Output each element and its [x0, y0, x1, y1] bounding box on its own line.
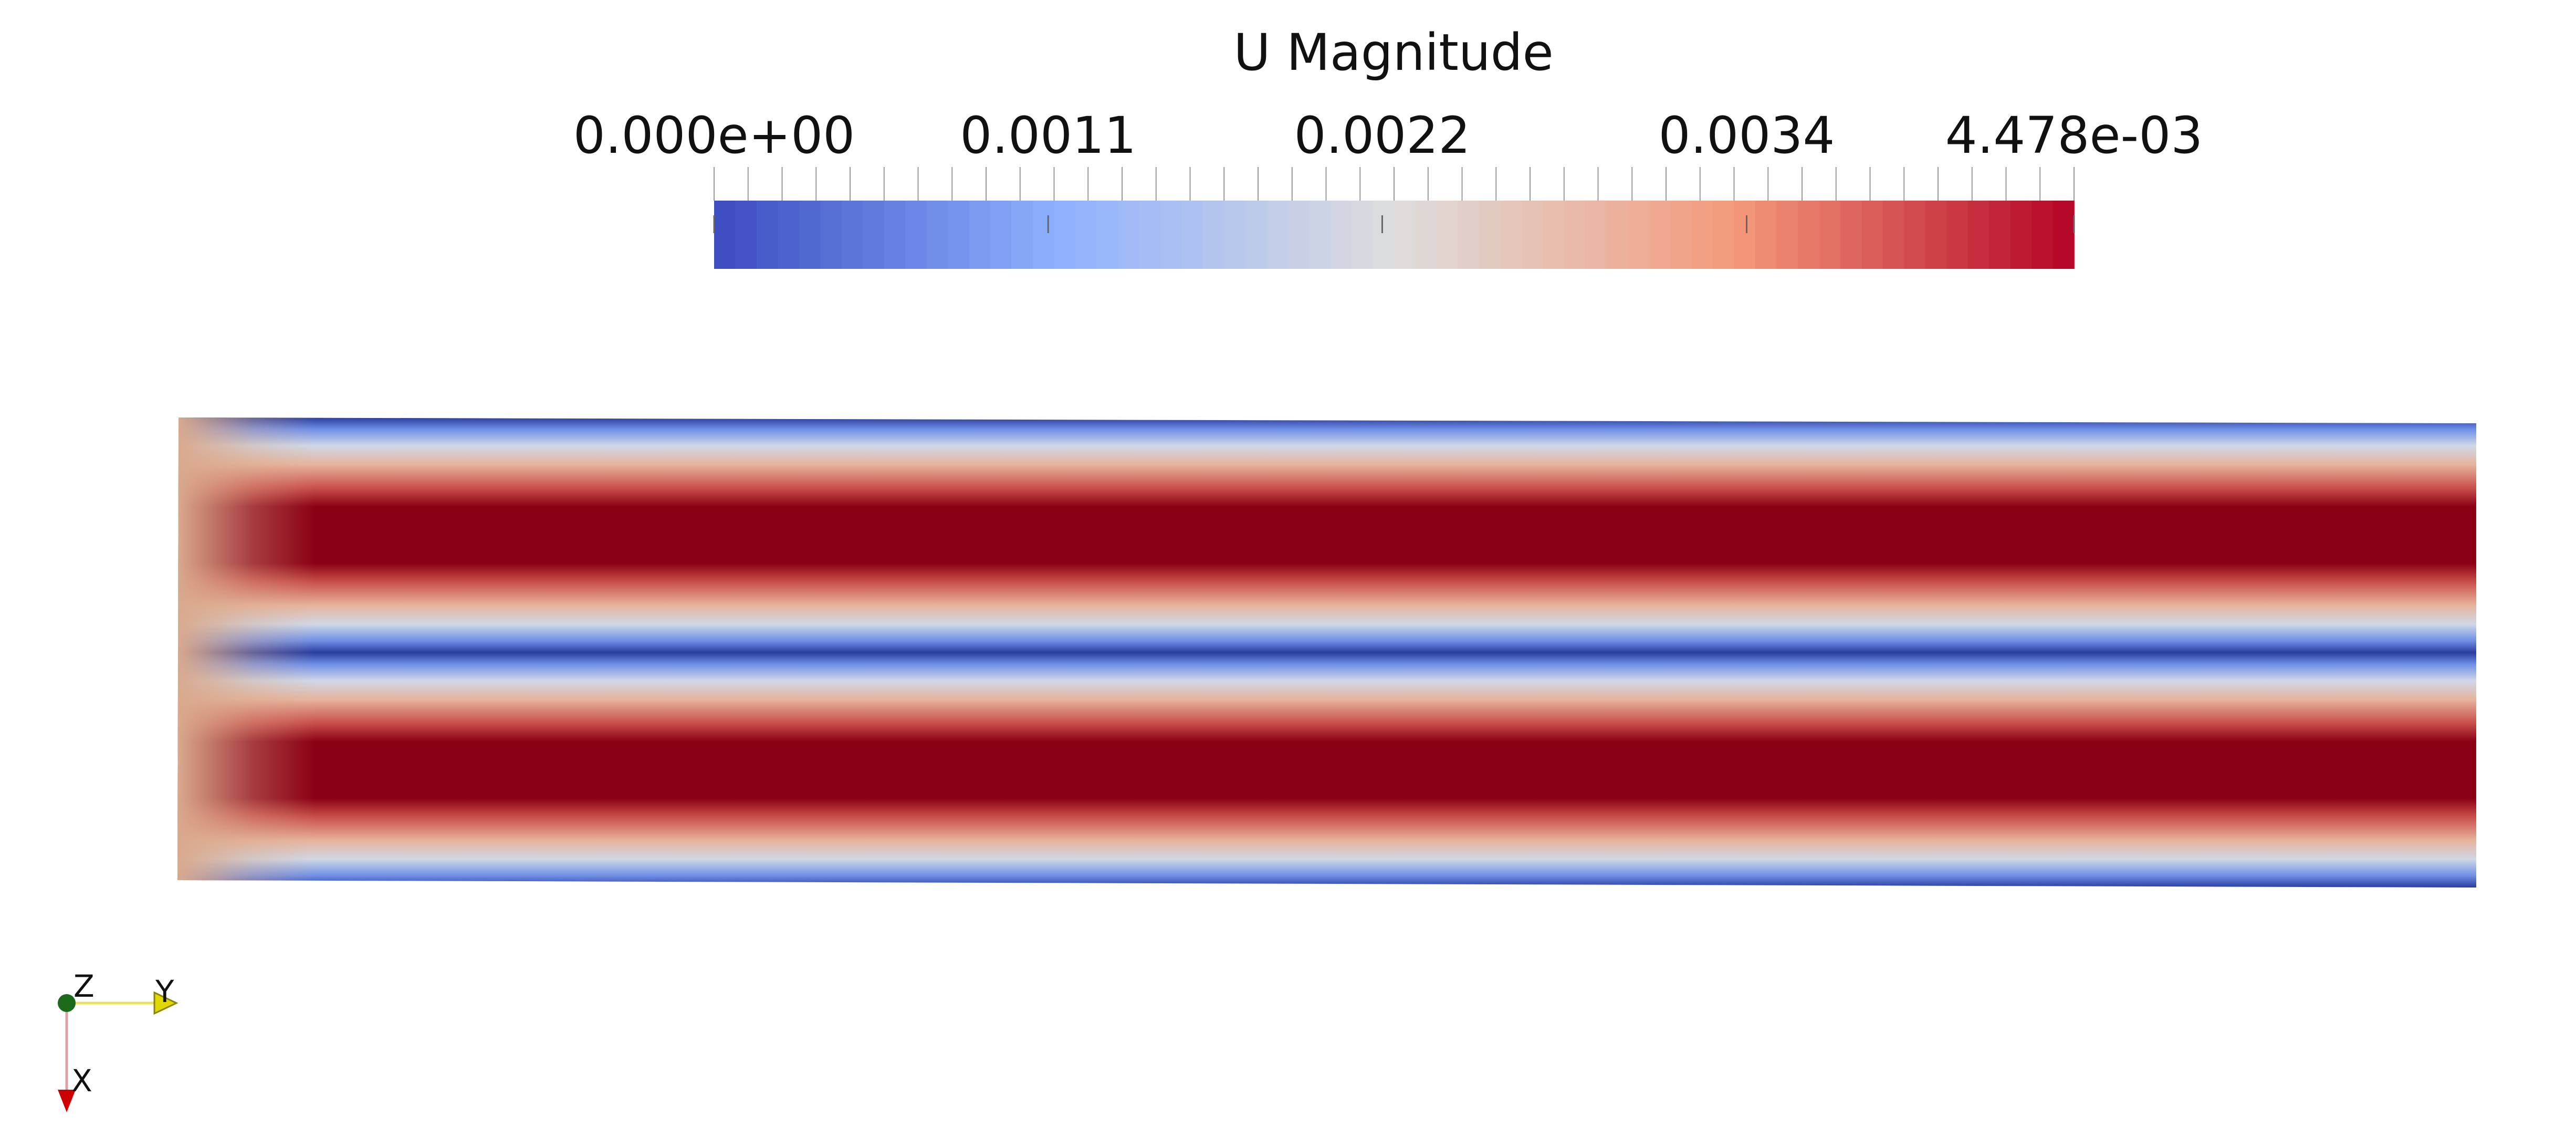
z-axis-label: Z — [74, 968, 95, 1004]
z-axis-marker — [58, 994, 76, 1012]
scalar-bar-band — [1054, 201, 1076, 269]
velocity-contour-surface[interactable] — [177, 417, 2476, 888]
scalar-bar-band — [1330, 201, 1352, 269]
scalar-bar-label-max: 4.478e-03 — [1945, 106, 2203, 165]
scalar-bar-band — [969, 201, 991, 269]
scalar-bar-band — [1181, 201, 1203, 269]
scalar-bar-band — [926, 201, 948, 269]
scalar-bar-band — [1861, 201, 1883, 269]
scalar-bar-band — [1436, 201, 1459, 269]
scalar-bar-band — [1139, 201, 1161, 269]
scalar-bar-band — [1564, 201, 1586, 269]
scalar-bar-band — [1649, 201, 1671, 269]
scalar-bar-band — [2010, 201, 2032, 269]
scalar-bar-band — [905, 201, 927, 269]
scalar-bar-band — [990, 201, 1012, 269]
scalar-bar-band — [799, 201, 821, 269]
scalar-bar-band — [1585, 201, 1607, 269]
flow-field-domain[interactable] — [177, 417, 2476, 888]
scalar-bar-band — [1521, 201, 1544, 269]
scalar-bar-band — [1989, 201, 2011, 269]
scalar-bar-band — [1011, 201, 1033, 269]
scalar-bar-band — [1882, 201, 1905, 269]
scalar-bar-band — [1266, 201, 1289, 269]
scalar-bar-band — [1117, 201, 1140, 269]
scalar-bar-band — [1628, 201, 1650, 269]
scalar-bar-band — [1352, 201, 1374, 269]
scalar-bar-band — [1691, 201, 1713, 269]
scalar-bar-band — [1500, 201, 1522, 269]
scalar-bar-band — [778, 201, 800, 269]
y-axis-arrowhead — [153, 991, 179, 1015]
scalar-bar-band — [884, 201, 906, 269]
scalar-bar-band — [863, 201, 885, 269]
scalar-bar-band — [1713, 201, 1735, 269]
scalar-bar-band — [1096, 201, 1118, 269]
scalar-bar-label: 0.0034 — [1658, 106, 1835, 165]
scalar-bar-ticks — [713, 167, 2075, 233]
scalar-bar-band — [2032, 201, 2054, 269]
scalar-bar-band — [841, 201, 864, 269]
scalar-bar-band — [756, 201, 779, 269]
scalar-bar-band — [1373, 201, 1395, 269]
x-axis-label: X — [71, 1063, 92, 1099]
scalar-bar-band — [1415, 201, 1437, 269]
scalar-bar-band — [1224, 201, 1246, 269]
scalar-bar-band — [1245, 201, 1267, 269]
scalar-bar-band — [1287, 201, 1310, 269]
scalar-bar-band — [1755, 201, 1777, 269]
scalar-bar-band — [1458, 201, 1480, 269]
x-axis-arrowhead — [58, 1090, 76, 1112]
scalar-bar-band — [1925, 201, 1947, 269]
scalar-bar-band — [1606, 201, 1628, 269]
scalar-bar-band — [1819, 201, 1841, 269]
scalar-bar-band — [1904, 201, 1926, 269]
scalar-bar-title: U Magnitude — [1233, 23, 1554, 82]
orientation-axes: Z Y X — [58, 968, 179, 1112]
y-axis-label: Y — [155, 974, 174, 1009]
scalar-bar-band — [1797, 201, 1820, 269]
scalar-bar-band — [735, 201, 757, 269]
scalar-bar-band — [1033, 201, 1055, 269]
scalar-bar — [713, 167, 2075, 269]
scalar-bar-band — [1776, 201, 1798, 269]
scalar-bar-band — [1160, 201, 1182, 269]
inlet-region — [177, 417, 315, 881]
scalar-bar-band — [1075, 201, 1097, 269]
scalar-bar-band — [1840, 201, 1862, 269]
scalar-bar-band — [820, 201, 842, 269]
scalar-bar-label: 0.0011 — [960, 106, 1137, 165]
scalar-bar-band — [1967, 201, 1989, 269]
scalar-bar-label-min: 0.000e+00 — [573, 106, 855, 165]
scalar-bar-band — [1946, 201, 1968, 269]
scalar-bar-label: 0.0022 — [1294, 106, 1471, 165]
scalar-bar-band — [948, 201, 970, 269]
scalar-bar-band — [1734, 201, 1756, 269]
scalar-bar-band — [1202, 201, 1225, 269]
scalar-bar-band — [1394, 201, 1416, 269]
scalar-bar-band — [1309, 201, 1331, 269]
scalar-bar-band — [1670, 201, 1692, 269]
scalar-bar-band — [714, 201, 736, 269]
scalar-bar-color-bands — [714, 201, 2075, 269]
scalar-bar-band — [1479, 201, 1501, 269]
scalar-bar-band — [1543, 201, 1565, 269]
scalar-bar-band — [2053, 201, 2075, 269]
